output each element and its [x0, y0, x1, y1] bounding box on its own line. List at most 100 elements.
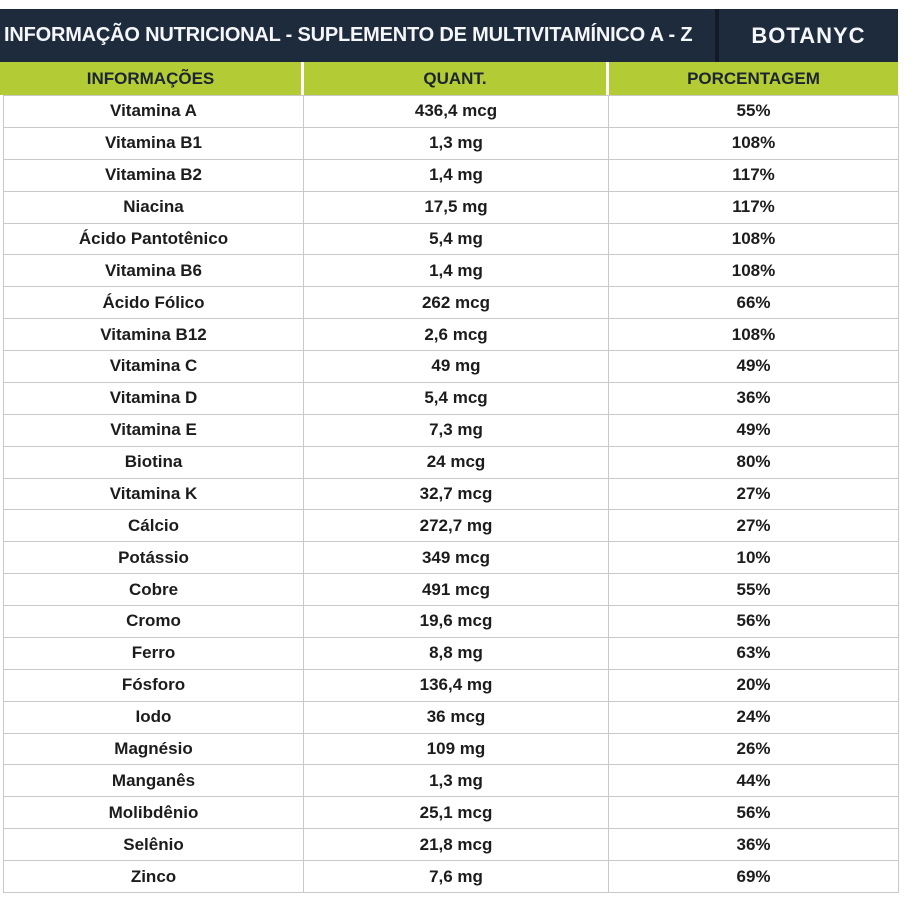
nutrient-percentage: 55% — [608, 573, 899, 606]
nutrient-percentage: 24% — [608, 700, 899, 734]
table-row: Vitamina K 32,7 mcg 27% — [3, 477, 899, 511]
nutrient-percentage: 27% — [608, 477, 899, 511]
nutrient-name: Vitamina B1 — [3, 126, 304, 160]
nutrient-percentage: 117% — [608, 190, 899, 224]
nutrient-name: Potássio — [3, 541, 304, 575]
nutrient-name: Ácido Pantotênico — [3, 222, 304, 256]
nutrient-name: Iodo — [3, 700, 304, 734]
column-header-porcentagem: PORCENTAGEM — [609, 62, 898, 95]
nutrient-quantity: 7,3 mg — [303, 413, 609, 447]
nutrient-name: Vitamina A — [3, 95, 304, 128]
table-row: Cálcio 272,7 mg 27% — [3, 509, 899, 543]
nutrient-quantity: 25,1 mcg — [303, 796, 609, 830]
nutrition-table: Vitamina A 436,4 mcg 55% Vitamina B1 1,3 mg 1… — [3, 95, 899, 893]
nutrient-percentage: 49% — [608, 350, 899, 383]
nutrient-quantity: 17,5 mg — [303, 190, 609, 224]
nutrient-quantity: 136,4 mg — [303, 668, 609, 702]
nutrient-quantity: 109 mg — [303, 732, 609, 766]
table-row: Iodo 36 mcg 24% — [3, 700, 899, 734]
nutrient-name: Vitamina K — [3, 477, 304, 511]
nutrient-name: Zinco — [3, 860, 304, 893]
nutrient-name: Magnésio — [3, 732, 304, 766]
table-row: Molibdênio 25,1 mcg 56% — [3, 796, 899, 830]
nutrient-quantity: 19,6 mcg — [303, 605, 609, 638]
nutrient-quantity: 49 mg — [303, 350, 609, 383]
nutrient-percentage: 26% — [608, 732, 899, 766]
table-row: Vitamina D 5,4 mcg 36% — [3, 381, 899, 415]
nutrient-percentage: 66% — [608, 286, 899, 320]
nutrient-quantity: 7,6 mg — [303, 860, 609, 893]
table-row: Niacina 17,5 mg 117% — [3, 190, 899, 224]
table-row: Biotina 24 mcg 80% — [3, 445, 899, 479]
table-row: Magnésio 109 mg 26% — [3, 732, 899, 766]
nutrient-percentage: 36% — [608, 381, 899, 415]
nutrient-quantity: 262 mcg — [303, 286, 609, 320]
nutrient-percentage: 55% — [608, 95, 899, 128]
nutrient-name: Biotina — [3, 445, 304, 479]
page-title: INFORMAÇÃO NUTRICIONAL - SUPLEMENTO DE M… — [0, 9, 715, 62]
nutrient-name: Vitamina B12 — [3, 318, 304, 351]
nutrient-name: Selênio — [3, 828, 304, 861]
nutrient-percentage: 117% — [608, 158, 899, 192]
nutrient-percentage: 36% — [608, 828, 899, 861]
table-row: Vitamina B6 1,4 mg 108% — [3, 254, 899, 288]
nutrient-percentage: 108% — [608, 222, 899, 256]
table-row: Vitamina B2 1,4 mg 117% — [3, 158, 899, 192]
nutrient-quantity: 24 mcg — [303, 445, 609, 479]
nutrient-name: Vitamina B6 — [3, 254, 304, 288]
nutrient-name: Vitamina D — [3, 381, 304, 415]
header-bar: INFORMAÇÃO NUTRICIONAL - SUPLEMENTO DE M… — [0, 9, 898, 62]
nutrient-name: Ferro — [3, 636, 304, 670]
table-row: Vitamina E 7,3 mg 49% — [3, 413, 899, 447]
nutrient-quantity: 2,6 mcg — [303, 318, 609, 351]
column-header-informacoes: INFORMAÇÕES — [0, 62, 301, 95]
table-row: Vitamina A 436,4 mcg 55% — [3, 95, 899, 128]
nutrient-percentage: 80% — [608, 445, 899, 479]
table-row: Cromo 19,6 mcg 56% — [3, 605, 899, 638]
nutrient-percentage: 20% — [608, 668, 899, 702]
nutrient-name: Manganês — [3, 764, 304, 798]
nutrient-quantity: 21,8 mcg — [303, 828, 609, 861]
nutrient-percentage: 69% — [608, 860, 899, 893]
nutrient-quantity: 491 mcg — [303, 573, 609, 606]
nutrient-quantity: 5,4 mg — [303, 222, 609, 256]
nutrient-name: Molibdênio — [3, 796, 304, 830]
nutrient-quantity: 5,4 mcg — [303, 381, 609, 415]
nutrient-percentage: 108% — [608, 318, 899, 351]
table-row: Fósforo 136,4 mg 20% — [3, 668, 899, 702]
nutrient-name: Niacina — [3, 190, 304, 224]
nutrient-name: Vitamina B2 — [3, 158, 304, 192]
nutrient-percentage: 56% — [608, 796, 899, 830]
nutrient-quantity: 1,3 mg — [303, 764, 609, 798]
nutrient-name: Cobre — [3, 573, 304, 606]
nutrient-quantity: 349 mcg — [303, 541, 609, 575]
table-row: Potássio 349 mcg 10% — [3, 541, 899, 575]
table-row: Vitamina B1 1,3 mg 108% — [3, 126, 899, 160]
table-row: Ácido Pantotênico 5,4 mg 108% — [3, 222, 899, 256]
nutrient-name: Cálcio — [3, 509, 304, 543]
nutrient-name: Vitamina E — [3, 413, 304, 447]
column-header-quant: QUANT. — [304, 62, 606, 95]
nutrient-percentage: 44% — [608, 764, 899, 798]
nutrient-percentage: 27% — [608, 509, 899, 543]
nutrient-quantity: 8,8 mg — [303, 636, 609, 670]
table-row: Cobre 491 mcg 55% — [3, 573, 899, 606]
table-row: Vitamina C 49 mg 49% — [3, 350, 899, 383]
brand-logo: BOTANYC — [715, 9, 898, 62]
table-row: Ferro 8,8 mg 63% — [3, 636, 899, 670]
table-row: Vitamina B12 2,6 mcg 108% — [3, 318, 899, 351]
table-row: Selênio 21,8 mcg 36% — [3, 828, 899, 861]
nutrient-percentage: 108% — [608, 254, 899, 288]
nutrient-percentage: 49% — [608, 413, 899, 447]
nutrient-name: Fósforo — [3, 668, 304, 702]
nutrient-percentage: 56% — [608, 605, 899, 638]
nutrient-quantity: 36 mcg — [303, 700, 609, 734]
nutrient-name: Ácido Fólico — [3, 286, 304, 320]
nutrition-table-body: Vitamina A 436,4 mcg 55% Vitamina B1 1,3 mg 1… — [3, 95, 899, 893]
nutrient-quantity: 272,7 mg — [303, 509, 609, 543]
nutrient-percentage: 10% — [608, 541, 899, 575]
nutrient-percentage: 63% — [608, 636, 899, 670]
nutrient-name: Cromo — [3, 605, 304, 638]
nutrient-name: Vitamina C — [3, 350, 304, 383]
